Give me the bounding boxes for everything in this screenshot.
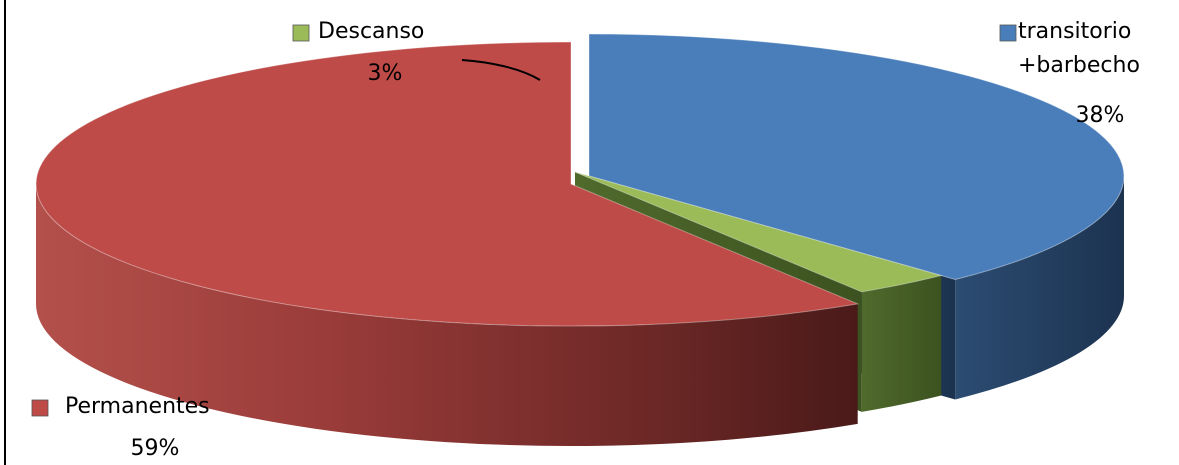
pie-slice-descanso — [574, 171, 944, 293]
label-name-descanso-0: Descanso — [318, 19, 424, 44]
label-name-transitorio-barbecho-0: transitorio — [1018, 19, 1131, 44]
pie-slice-permanentes — [35, 41, 860, 327]
pie-side-transitorio-barbecho — [955, 176, 1124, 400]
pie-slice-transitorio-barbecho — [588, 33, 1125, 281]
legend-key-transitorio-barbecho — [999, 24, 1017, 42]
label-pct-descanso: 3% — [368, 61, 403, 86]
label-pct-transitorio-barbecho: 38% — [1076, 103, 1125, 128]
legend-key-permanentes — [31, 399, 49, 417]
label-name-permanentes-0: Permanentes — [65, 394, 210, 419]
legend-key-descanso — [292, 24, 310, 42]
leader-line-descanso — [461, 59, 541, 81]
pie-side-descanso — [861, 275, 942, 412]
label-pct-permanentes: 59% — [131, 436, 180, 461]
label-name-transitorio-barbecho-1: +barbecho — [1018, 53, 1140, 78]
pie-side-permanentes — [35, 184, 858, 447]
